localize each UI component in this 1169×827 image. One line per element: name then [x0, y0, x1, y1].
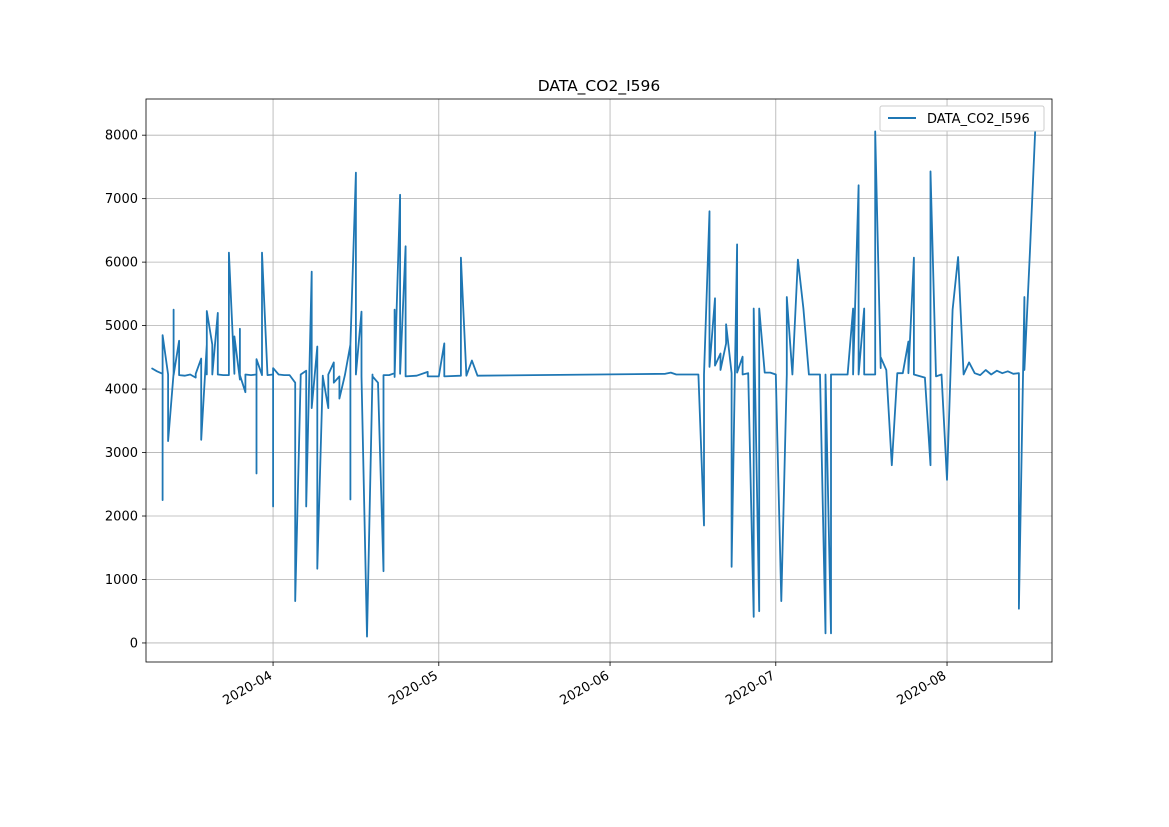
series-line [151, 125, 1037, 638]
x-tick-label: 2020-05 [386, 668, 441, 708]
x-tick-label: 2020-06 [557, 668, 612, 708]
y-tick-label: 1000 [105, 573, 138, 588]
legend: DATA_CO2_I596 [879, 105, 1045, 132]
series-layer [151, 125, 1037, 638]
y-tick-label: 7000 [105, 192, 138, 207]
legend-box [879, 105, 1045, 132]
y-tick-label: 6000 [105, 256, 138, 271]
x-tick-label: 2020-07 [723, 668, 778, 708]
y-tick-label: 2000 [105, 510, 138, 525]
x-tick-label: 2020-08 [894, 668, 949, 708]
plot-frame [145, 98, 1053, 663]
axes: 0 1000 2000 3000 4000 5000 6000 7000 8000 2020-04… [105, 98, 1053, 709]
y-tick-label: 8000 [105, 129, 138, 144]
y-tick-label: 3000 [105, 446, 138, 461]
x-tick-label: 2020-04 [221, 668, 276, 708]
y-tick-label: 5000 [105, 319, 138, 334]
legend-label: DATA_CO2_I596 [927, 112, 1030, 127]
chart-title: DATA_CO2_I596 [538, 77, 660, 96]
y-tick-label: 4000 [105, 383, 138, 398]
grid [146, 99, 1052, 662]
y-tick-label: 0 [130, 636, 138, 651]
